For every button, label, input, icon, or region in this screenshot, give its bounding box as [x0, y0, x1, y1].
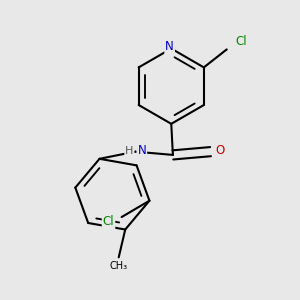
- Text: N: N: [165, 40, 174, 53]
- Text: CH₃: CH₃: [110, 260, 128, 271]
- Text: Cl: Cl: [103, 215, 114, 229]
- Text: H: H: [125, 146, 134, 156]
- Text: Cl: Cl: [236, 35, 247, 48]
- Text: N: N: [137, 145, 146, 158]
- Text: O: O: [216, 145, 225, 158]
